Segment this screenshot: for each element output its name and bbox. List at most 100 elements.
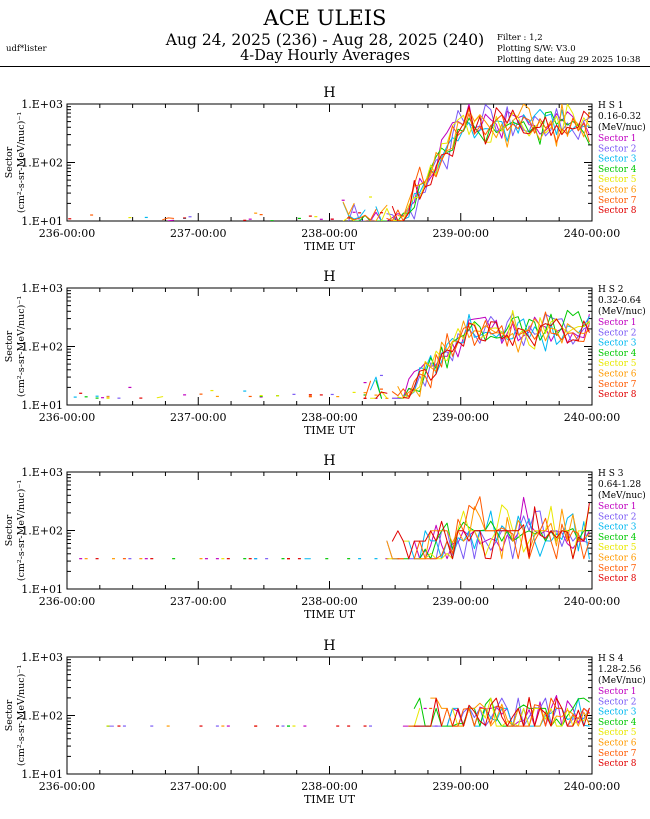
chart-panel-3: H 1.E+01 1.E+02 1.E+03 236-00:00 237-00:00 238…: [4, 453, 646, 621]
y-tick-label: 1.E+03: [21, 651, 63, 664]
legend-entry-sector-7: Sector 7: [598, 196, 637, 206]
x-tick-label: 236-00:00: [39, 780, 95, 793]
energy-unit-label: (MeV/nuc): [598, 490, 646, 501]
x-tick-label: 240-00:00: [564, 227, 620, 240]
y-tick-label: 1.E+02: [21, 341, 63, 354]
series-group: [73, 309, 590, 399]
x-tick-label: 239-00:00: [433, 411, 489, 424]
x-tick-label: 238-00:00: [301, 780, 357, 793]
y-tick-label: 1.E+03: [21, 282, 63, 295]
legend-entry-sector-6: Sector 6: [598, 186, 637, 196]
legend-entry-sector-3: Sector 3: [598, 523, 637, 533]
page-title: ACE ULEIS: [263, 6, 387, 30]
x-tick-label: 237-00:00: [170, 780, 226, 793]
y-tick-label: 1.E+03: [21, 466, 63, 479]
legend-entry-sector-2: Sector 2: [598, 512, 636, 522]
legend-entry-sector-1: Sector 1: [598, 687, 636, 697]
y-tick-label: 1.E+02: [21, 525, 63, 538]
y-axis-label: Sector: [4, 146, 15, 178]
legend-entry-sector-5: Sector 5: [598, 728, 637, 738]
series-line-sector-3: [304, 510, 590, 560]
x-axis-label: TIME UT: [304, 608, 356, 621]
x-tick-label: 238-00:00: [301, 595, 357, 608]
energy-range-label: 0.64-1.28: [598, 480, 641, 490]
legend-entry-sector-3: Sector 3: [598, 708, 637, 718]
y-tick-label: 1.E+01: [21, 399, 63, 412]
series-line-sector-7: [162, 113, 590, 221]
x-tick-label: 237-00:00: [170, 595, 226, 608]
series-line-sector-2: [348, 104, 590, 221]
series-line-sector-8: [391, 503, 590, 560]
y-tick-label: 1.E+02: [21, 157, 63, 170]
y-axis-unit-label: (cm²-s-sr-MeV/nuc)⁻¹: [16, 112, 27, 213]
software-label: Plotting S/W: V3.0: [497, 44, 576, 54]
series-line-sector-1: [167, 104, 590, 221]
series-line-sector-8: [375, 318, 590, 399]
y-axis-label: Sector: [4, 699, 15, 731]
legend-entry-sector-6: Sector 6: [598, 370, 637, 380]
legend-entry-sector-6: Sector 6: [598, 554, 637, 564]
x-tick-label: 239-00:00: [433, 780, 489, 793]
x-tick-label: 240-00:00: [564, 780, 620, 793]
y-tick-label: 1.E+01: [21, 583, 63, 596]
legend-entry-sector-2: Sector 2: [598, 328, 636, 338]
legend-entry-sector-5: Sector 5: [598, 175, 637, 185]
y-axis-unit-label: (cm²-s-sr-MeV/nuc)⁻¹: [16, 296, 27, 397]
legend-entry-sector-8: Sector 8: [598, 759, 637, 769]
x-tick-label: 237-00:00: [170, 411, 226, 424]
chart-panel-1: H 1.E+01 1.E+02 1.E+03 236-00:00 237-00:00 238…: [4, 85, 646, 253]
y-tick-label: 1.E+03: [21, 98, 63, 111]
y-axis-label: Sector: [4, 330, 15, 362]
panel-title: H: [323, 269, 335, 285]
panel-title: H: [323, 85, 335, 101]
x-tick-label: 239-00:00: [433, 227, 489, 240]
y-tick-label: 1.E+01: [21, 215, 63, 228]
date-range-subtitle: Aug 24, 2025 (236) - Aug 28, 2025 (240): [165, 31, 485, 49]
x-tick-label: 238-00:00: [301, 411, 357, 424]
filter-label: Filter : 1,2: [497, 33, 543, 43]
series-line-sector-7: [364, 311, 590, 399]
plot-date-label: Plotting date: Aug 29 2025 10:38: [497, 55, 641, 65]
legend-entry-sector-7: Sector 7: [598, 749, 637, 759]
legend-entry-sector-1: Sector 1: [598, 502, 636, 512]
legend-entry-sector-4: Sector 4: [598, 718, 637, 728]
plot-frame: [66, 287, 593, 406]
header-divider: [0, 66, 650, 67]
legend-entry-sector-3: Sector 3: [598, 155, 637, 165]
series-line-sector-4: [348, 111, 590, 221]
energy-unit-label: (MeV/nuc): [598, 675, 646, 686]
y-axis-unit-label: (cm²-s-sr-MeV/nuc)⁻¹: [16, 665, 27, 766]
energy-range-label: 1.28-2.56: [598, 665, 641, 675]
chart-panel-4: H 1.E+01 1.E+02 1.E+03 236-00:00 237-00:00 238…: [4, 638, 646, 806]
legend-entry-sector-1: Sector 1: [598, 134, 636, 144]
series-line-sector-8: [391, 106, 590, 221]
energy-range-label: 0.16-0.32: [598, 112, 641, 122]
legend-entry-sector-7: Sector 7: [598, 380, 637, 390]
channel-label: H S 3: [598, 469, 624, 479]
x-tick-label: 240-00:00: [564, 595, 620, 608]
legend-entry-sector-3: Sector 3: [598, 339, 637, 349]
x-tick-label: 238-00:00: [301, 227, 357, 240]
user-label: udf*lister: [6, 44, 47, 54]
legend-entry-sector-4: Sector 4: [598, 165, 637, 175]
legend-entry-sector-5: Sector 5: [598, 543, 637, 553]
legend-entry-sector-8: Sector 8: [598, 390, 637, 400]
series-group: [68, 104, 590, 221]
legend-entry-sector-5: Sector 5: [598, 359, 637, 369]
x-tick-label: 237-00:00: [170, 227, 226, 240]
series-line-sector-4: [375, 309, 590, 399]
energy-unit-label: (MeV/nuc): [598, 306, 646, 317]
legend-entry-sector-1: Sector 1: [598, 318, 636, 328]
panel-title: H: [323, 453, 335, 469]
averaging-subtitle: 4-Day Hourly Averages: [240, 48, 410, 64]
legend-entry-sector-8: Sector 8: [598, 574, 637, 584]
channel-label: H S 1: [598, 101, 623, 111]
legend-entry-sector-2: Sector 2: [598, 144, 636, 154]
legend-entry-sector-8: Sector 8: [598, 206, 637, 216]
energy-unit-label: (MeV/nuc): [598, 122, 646, 133]
channel-label: H S 4: [598, 654, 624, 664]
series-line-sector-8: [413, 696, 590, 727]
panel-title: H: [323, 638, 335, 654]
series-line-sector-6: [397, 318, 590, 398]
